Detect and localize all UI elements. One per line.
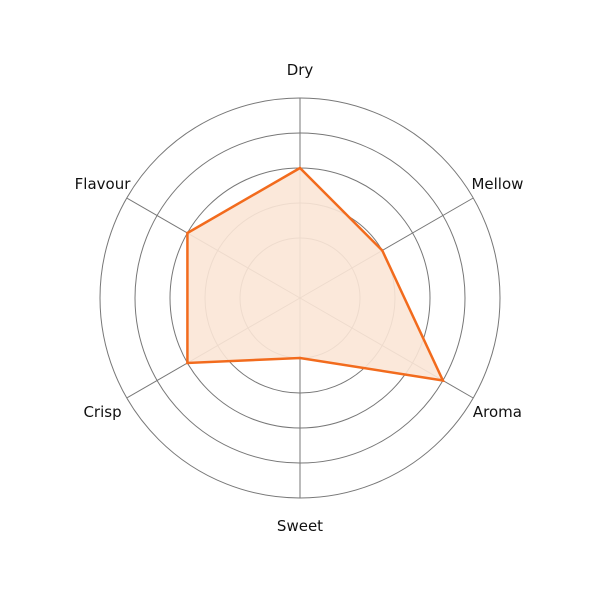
axis-label: Sweet — [277, 517, 323, 535]
axis-label: Crisp — [83, 403, 121, 421]
radar-series — [186, 166, 446, 383]
data-point — [298, 166, 302, 170]
data-point — [186, 361, 189, 365]
axis-label: Flavour — [75, 175, 132, 193]
series-polygon — [186, 166, 446, 383]
data-point — [441, 379, 445, 382]
axis-label: Mellow — [471, 175, 523, 193]
data-point — [298, 356, 302, 360]
axis-labels: Dry Mellow Aroma Sweet Crisp Flavour — [75, 61, 524, 535]
axis-label: Dry — [287, 61, 314, 79]
axis-label: Aroma — [473, 403, 522, 421]
data-point — [186, 231, 189, 235]
data-point — [381, 249, 384, 252]
